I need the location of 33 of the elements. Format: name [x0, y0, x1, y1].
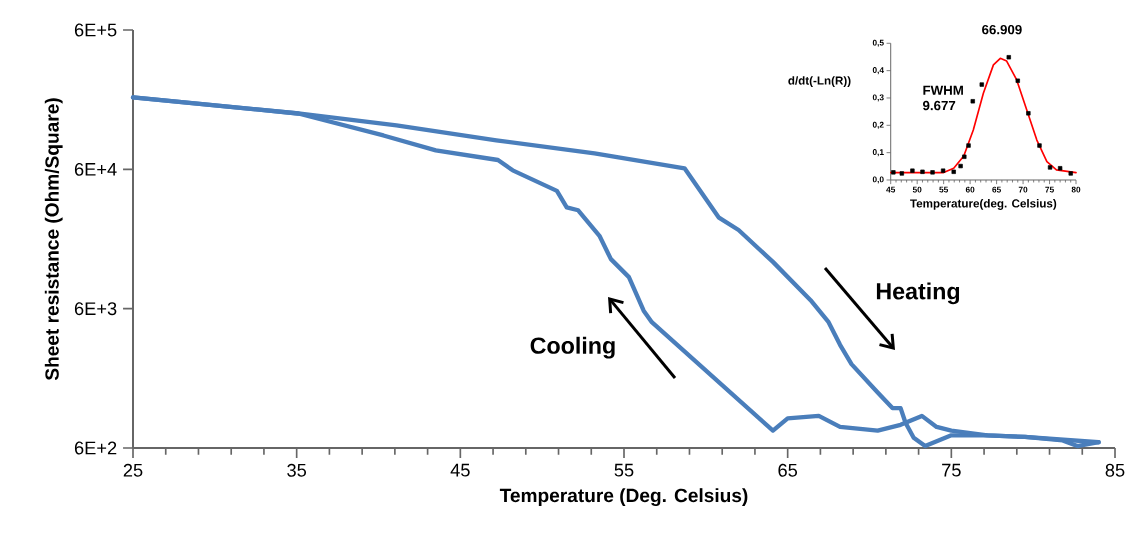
y-tick-label: 6E+5 — [74, 23, 117, 37]
y-tick-label: 0,4 — [872, 67, 884, 75]
annotation: Cooling — [530, 336, 615, 359]
x-tick-label: 50 — [912, 186, 922, 193]
y-axis-title: d/dt(-Ln(R)) — [788, 76, 851, 87]
y-axis-title: Sheet resistance (Ohm/Square) — [44, 98, 63, 381]
x-tick-label: 65 — [778, 463, 798, 477]
x-tick-label: 45 — [886, 186, 896, 193]
annotation: Heating — [876, 282, 960, 305]
y-tick-label: 0,3 — [872, 94, 884, 102]
x-tick-label: 60 — [965, 186, 975, 193]
x-axis-title: Temperature(deg. Celsius) — [910, 199, 1057, 210]
y-tick-label: 6E+4 — [74, 162, 117, 176]
x-tick-label: 65 — [992, 186, 1001, 193]
annotation: 66.909 — [982, 24, 1022, 35]
x-axis-title: Temperature (Deg. Celsius) — [499, 488, 748, 507]
y-tick-label: 6E+2 — [74, 441, 117, 455]
y-tick-label: 6E+3 — [74, 302, 117, 316]
y-tick-label: 0,1 — [872, 149, 884, 157]
x-tick-label: 45 — [450, 463, 470, 477]
x-tick-label: 25 — [123, 463, 143, 477]
x-tick-label: 70 — [1018, 186, 1028, 193]
x-tick-label: 55 — [614, 463, 634, 477]
y-tick-label: 0,0 — [872, 176, 884, 184]
x-tick-label: 35 — [287, 463, 307, 477]
x-tick-label: 55 — [939, 186, 949, 193]
y-tick-label: 0,5 — [872, 39, 884, 47]
x-tick-label: 85 — [1105, 463, 1125, 477]
annotation: FWHM 9.677 — [922, 85, 963, 111]
x-tick-label: 75 — [942, 463, 961, 477]
x-tick-label: 75 — [1045, 186, 1054, 193]
y-tick-label: 0,2 — [872, 121, 884, 129]
x-tick-label: 80 — [1071, 186, 1081, 193]
